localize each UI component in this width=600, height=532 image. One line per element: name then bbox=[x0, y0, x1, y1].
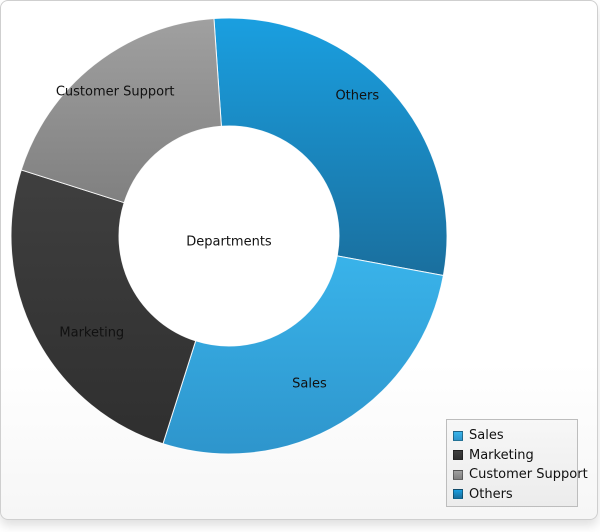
legend-label-others: Others bbox=[469, 486, 513, 502]
legend-label-sales: Sales bbox=[469, 428, 504, 444]
slice-label-marketing: Marketing bbox=[59, 326, 124, 341]
legend-item-sales: Sales bbox=[453, 426, 571, 446]
pie-slices bbox=[10, 17, 448, 455]
legend-item-marketing: Marketing bbox=[453, 446, 571, 466]
slice-label-customer-support: Customer Support bbox=[56, 84, 175, 99]
legend-item-others: Others bbox=[453, 485, 571, 505]
legend-swatch-customer-support bbox=[453, 469, 463, 480]
donut-hole bbox=[119, 126, 339, 346]
chart-legend: Sales Marketing Customer Support Others bbox=[446, 419, 588, 507]
legend-swatch-sales bbox=[453, 430, 463, 441]
legend-swatch-others bbox=[453, 489, 463, 500]
slice-label-sales: Sales bbox=[292, 377, 327, 392]
chart-title: Departments bbox=[186, 235, 272, 250]
legend-label-marketing: Marketing bbox=[469, 447, 534, 463]
legend-label-customer-support: Customer Support bbox=[469, 467, 588, 483]
slice-labels: Others Sales Marketing Customer Support bbox=[56, 84, 380, 391]
legend-swatch-marketing bbox=[453, 450, 463, 461]
slice-label-others: Others bbox=[335, 89, 379, 104]
legend-item-customer-support: Customer Support bbox=[453, 465, 588, 485]
